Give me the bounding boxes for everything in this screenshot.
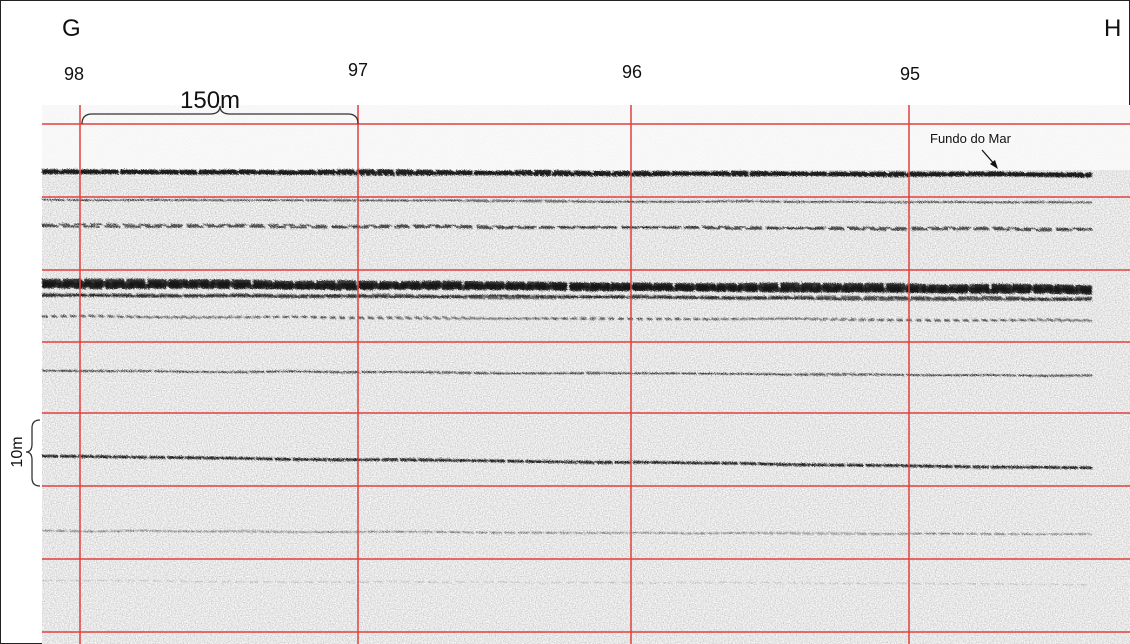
vertical-scale: 10m <box>9 436 26 467</box>
annotation: Fundo do Mar <box>930 131 1012 146</box>
station-label: 95 <box>900 64 920 84</box>
profile-end: H <box>1104 15 1121 42</box>
station-label: 97 <box>348 60 368 80</box>
sediment <box>42 170 1130 644</box>
seismic-profile: G H 98 97 96 95 150m Fundo do Mar 10m <box>0 0 1130 644</box>
station-label: 96 <box>622 62 642 82</box>
horizontal-scale: 150m <box>180 87 240 114</box>
station-label: 98 <box>64 64 84 84</box>
profile-start: G <box>62 15 81 42</box>
